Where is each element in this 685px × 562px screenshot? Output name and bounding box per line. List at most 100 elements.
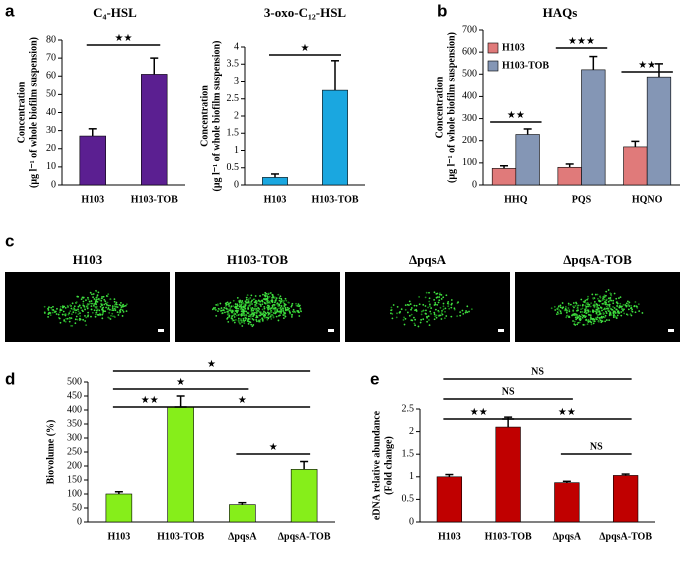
y-tick-label: 150 xyxy=(67,474,82,485)
biofilm-dot xyxy=(237,307,240,310)
biofilm-dot xyxy=(253,311,256,314)
y-tick-label: 50 xyxy=(46,89,56,100)
biofilm-dot xyxy=(427,306,429,309)
biofilm-dot xyxy=(631,308,634,311)
biofilm-dot xyxy=(259,312,262,314)
biofilm-dot xyxy=(102,306,105,309)
biofilm-dot xyxy=(630,306,633,309)
biofilm-dot xyxy=(598,299,601,302)
biofilm-dot xyxy=(590,323,593,326)
legend-label: H103 xyxy=(502,42,525,53)
biofilm-dot xyxy=(272,303,275,306)
biofilm-dot xyxy=(90,300,93,302)
biofilm-dot xyxy=(601,309,603,312)
biofilm-dot xyxy=(433,304,436,306)
biofilm-dot xyxy=(433,291,436,294)
biofilm-dot xyxy=(591,309,594,312)
biofilm-dot xyxy=(466,311,469,314)
biofilm-dot xyxy=(121,305,124,307)
y-axis-label: (Fold change) xyxy=(383,436,394,495)
biofilm-dot xyxy=(268,292,270,295)
biofilm-dot xyxy=(298,315,301,317)
biofilm-dot xyxy=(411,319,414,322)
biofilm-dot xyxy=(581,316,584,319)
biofilm-dot xyxy=(88,300,91,303)
panel-letter: d xyxy=(5,369,15,388)
biofilm-dot xyxy=(284,308,287,310)
biofilm-dot xyxy=(554,309,557,311)
biofilm-dot xyxy=(599,300,602,303)
biofilm-dot xyxy=(267,304,270,307)
biofilm-dot xyxy=(593,320,596,323)
biofilm-dot xyxy=(413,316,415,319)
biofilm-dot xyxy=(572,310,575,313)
biofilm-dot xyxy=(224,311,226,314)
biofilm-dot xyxy=(119,304,122,307)
biofilm-dot xyxy=(74,318,77,321)
biofilm-dot xyxy=(403,316,405,319)
biofilm-dot xyxy=(263,305,266,308)
biofilm-dot xyxy=(47,313,50,315)
biofilm-dot xyxy=(120,306,123,309)
biofilm-dot xyxy=(284,315,287,318)
biofilm-dot xyxy=(87,311,90,314)
biofilm-dot xyxy=(448,307,451,310)
biofilm-dot xyxy=(585,302,588,305)
biofilm-dot xyxy=(265,312,268,315)
biofilm-dot xyxy=(568,303,570,306)
biofilm-dot xyxy=(269,302,271,305)
biofilm-dot xyxy=(447,300,450,303)
bar xyxy=(646,76,672,186)
biofilm-dot xyxy=(47,309,50,311)
scale-bar xyxy=(498,329,504,332)
biofilm-dot xyxy=(615,297,618,300)
biofilm-dot xyxy=(252,324,255,326)
biofilm-dot xyxy=(211,308,214,311)
biofilm-dot xyxy=(73,306,75,309)
biofilm-dot xyxy=(110,314,112,317)
biofilm-dot xyxy=(598,310,601,313)
biofilm-dot xyxy=(93,298,96,300)
biofilm-dot xyxy=(282,317,285,320)
biofilm-dot xyxy=(232,310,234,313)
bar xyxy=(557,166,582,186)
biofilm-dot xyxy=(104,302,107,305)
biofilm-dot xyxy=(275,315,278,318)
panel-letter: c xyxy=(5,231,14,250)
y-tick-label: 3 xyxy=(234,76,239,87)
biofilm-dot xyxy=(82,310,84,313)
biofilm-dot xyxy=(72,311,75,314)
biofilm-dot xyxy=(97,298,100,300)
y-tick-label: 300 xyxy=(67,432,82,443)
biofilm-dot xyxy=(228,314,231,317)
y-tick-label: 300 xyxy=(462,113,477,124)
biofilm-dot xyxy=(567,307,570,309)
biofilm-dot xyxy=(64,320,67,323)
biofilm-dot xyxy=(70,325,73,327)
biofilm-dot xyxy=(248,320,251,323)
biofilm-dot xyxy=(447,305,450,308)
biofilm-dot xyxy=(285,299,288,302)
biofilm-dot xyxy=(280,297,283,300)
biofilm-dot xyxy=(404,308,407,311)
biofilm-dot xyxy=(574,316,577,319)
biofilm-dot xyxy=(279,302,282,304)
biofilm-dot xyxy=(603,294,606,297)
biofilm-dot xyxy=(86,307,89,310)
biofilm-dot xyxy=(456,315,459,318)
biofilm-dot xyxy=(115,303,118,306)
biofilm-dot xyxy=(425,291,428,294)
biofilm-dot xyxy=(277,314,280,317)
biofilm-dot xyxy=(453,307,456,310)
y-tick-label: 1.5 xyxy=(227,128,240,139)
biofilm-dot xyxy=(619,296,622,299)
biofilm-dot xyxy=(580,298,583,301)
biofilm-dot xyxy=(609,311,611,313)
y-tick-label: 60 xyxy=(46,71,56,82)
biofilm-dot xyxy=(261,319,264,322)
biofilm-dot xyxy=(227,310,229,313)
biofilm-dot xyxy=(62,310,65,313)
biofilm-dot xyxy=(58,317,61,320)
biofilm-dot xyxy=(637,303,640,306)
biofilm-dot xyxy=(233,321,236,324)
